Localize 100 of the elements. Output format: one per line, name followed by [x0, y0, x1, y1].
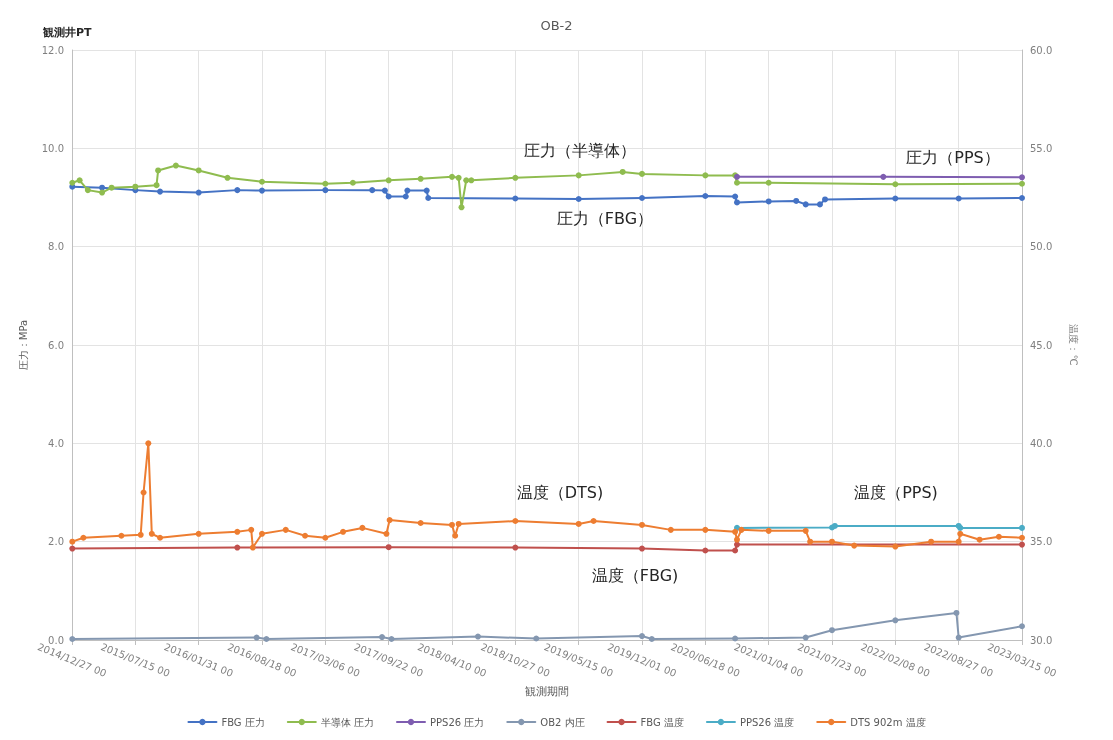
- point: [639, 633, 645, 640]
- point: [234, 187, 241, 194]
- point: [259, 178, 265, 185]
- point: [249, 544, 256, 551]
- point: [383, 530, 390, 537]
- point: [463, 177, 470, 184]
- point: [404, 187, 411, 194]
- point: [248, 526, 255, 533]
- point: [455, 520, 462, 527]
- point: [816, 201, 823, 208]
- y2-tick-label: 30.0: [1030, 634, 1053, 646]
- point: [892, 543, 899, 550]
- point: [381, 187, 388, 194]
- point: [80, 534, 87, 541]
- point: [1019, 174, 1025, 181]
- annotation: 圧力（FBG）: [556, 208, 654, 228]
- point: [349, 179, 356, 186]
- point: [512, 518, 519, 525]
- point: [1019, 180, 1025, 187]
- point: [302, 532, 309, 539]
- point: [648, 636, 655, 643]
- point: [118, 532, 125, 539]
- point: [282, 526, 289, 533]
- point: [1019, 524, 1025, 531]
- point: [957, 530, 964, 537]
- point: [533, 635, 540, 642]
- point: [802, 527, 809, 534]
- point: [575, 520, 582, 527]
- point: [385, 177, 392, 184]
- y-tick-label: 2.0: [48, 536, 64, 548]
- y2-axis-title: 温度：℃: [1067, 324, 1079, 366]
- point: [734, 541, 740, 548]
- point: [69, 179, 76, 186]
- y-tick-label: 12.0: [41, 44, 64, 56]
- point: [263, 636, 270, 643]
- legend-label: 半導体 圧力: [320, 716, 374, 728]
- point: [880, 173, 887, 180]
- point: [157, 534, 164, 541]
- point: [1019, 541, 1025, 548]
- legend-label: FBG 温度: [640, 716, 684, 728]
- point: [734, 199, 740, 206]
- legend-label: PPS26 温度: [739, 716, 795, 728]
- point: [765, 198, 772, 205]
- point: [449, 521, 455, 528]
- point: [639, 521, 645, 528]
- point: [738, 526, 745, 533]
- point: [195, 530, 202, 537]
- point: [402, 193, 409, 200]
- legend-label: DTS 902m 温度: [850, 716, 926, 728]
- point: [892, 617, 899, 624]
- point: [734, 536, 740, 543]
- point: [995, 533, 1002, 540]
- point: [512, 174, 519, 181]
- point: [148, 530, 155, 537]
- point: [417, 519, 424, 526]
- point: [639, 194, 645, 201]
- point: [512, 544, 519, 551]
- y2-tick-label: 60.0: [1030, 44, 1053, 56]
- point: [153, 182, 160, 189]
- point: [732, 193, 739, 200]
- point: [322, 180, 329, 187]
- point: [359, 524, 366, 531]
- point: [639, 545, 645, 552]
- point: [892, 181, 899, 188]
- annotation: 温度（DTS): [516, 482, 604, 502]
- point: [732, 635, 739, 642]
- point: [259, 187, 265, 194]
- point: [322, 187, 329, 194]
- y2-tick-label: 55.0: [1030, 142, 1053, 154]
- y2-tick-label: 35.0: [1030, 536, 1053, 548]
- point: [385, 544, 392, 551]
- point: [322, 534, 329, 541]
- point: [575, 195, 582, 202]
- point: [468, 177, 475, 184]
- point: [702, 193, 709, 200]
- point: [132, 183, 139, 190]
- point: [140, 489, 147, 496]
- point: [99, 184, 106, 191]
- y2-tick-label: 45.0: [1030, 339, 1053, 351]
- point: [76, 177, 83, 184]
- point: [802, 201, 809, 208]
- point: [452, 532, 459, 539]
- point: [732, 528, 739, 535]
- point: [1019, 534, 1025, 541]
- point: [340, 528, 347, 535]
- point: [619, 168, 626, 175]
- point: [386, 517, 393, 524]
- point: [379, 634, 386, 641]
- point: [702, 172, 709, 179]
- point: [793, 197, 800, 204]
- point: [69, 538, 76, 545]
- chart-title: OB-2: [540, 18, 573, 33]
- point: [84, 187, 91, 194]
- annotation: 温度（PPS): [854, 482, 938, 502]
- point: [765, 179, 772, 186]
- y2-tick-label: 50.0: [1030, 241, 1053, 253]
- point: [108, 184, 115, 191]
- point: [590, 518, 597, 525]
- point: [425, 194, 432, 201]
- point: [639, 170, 645, 177]
